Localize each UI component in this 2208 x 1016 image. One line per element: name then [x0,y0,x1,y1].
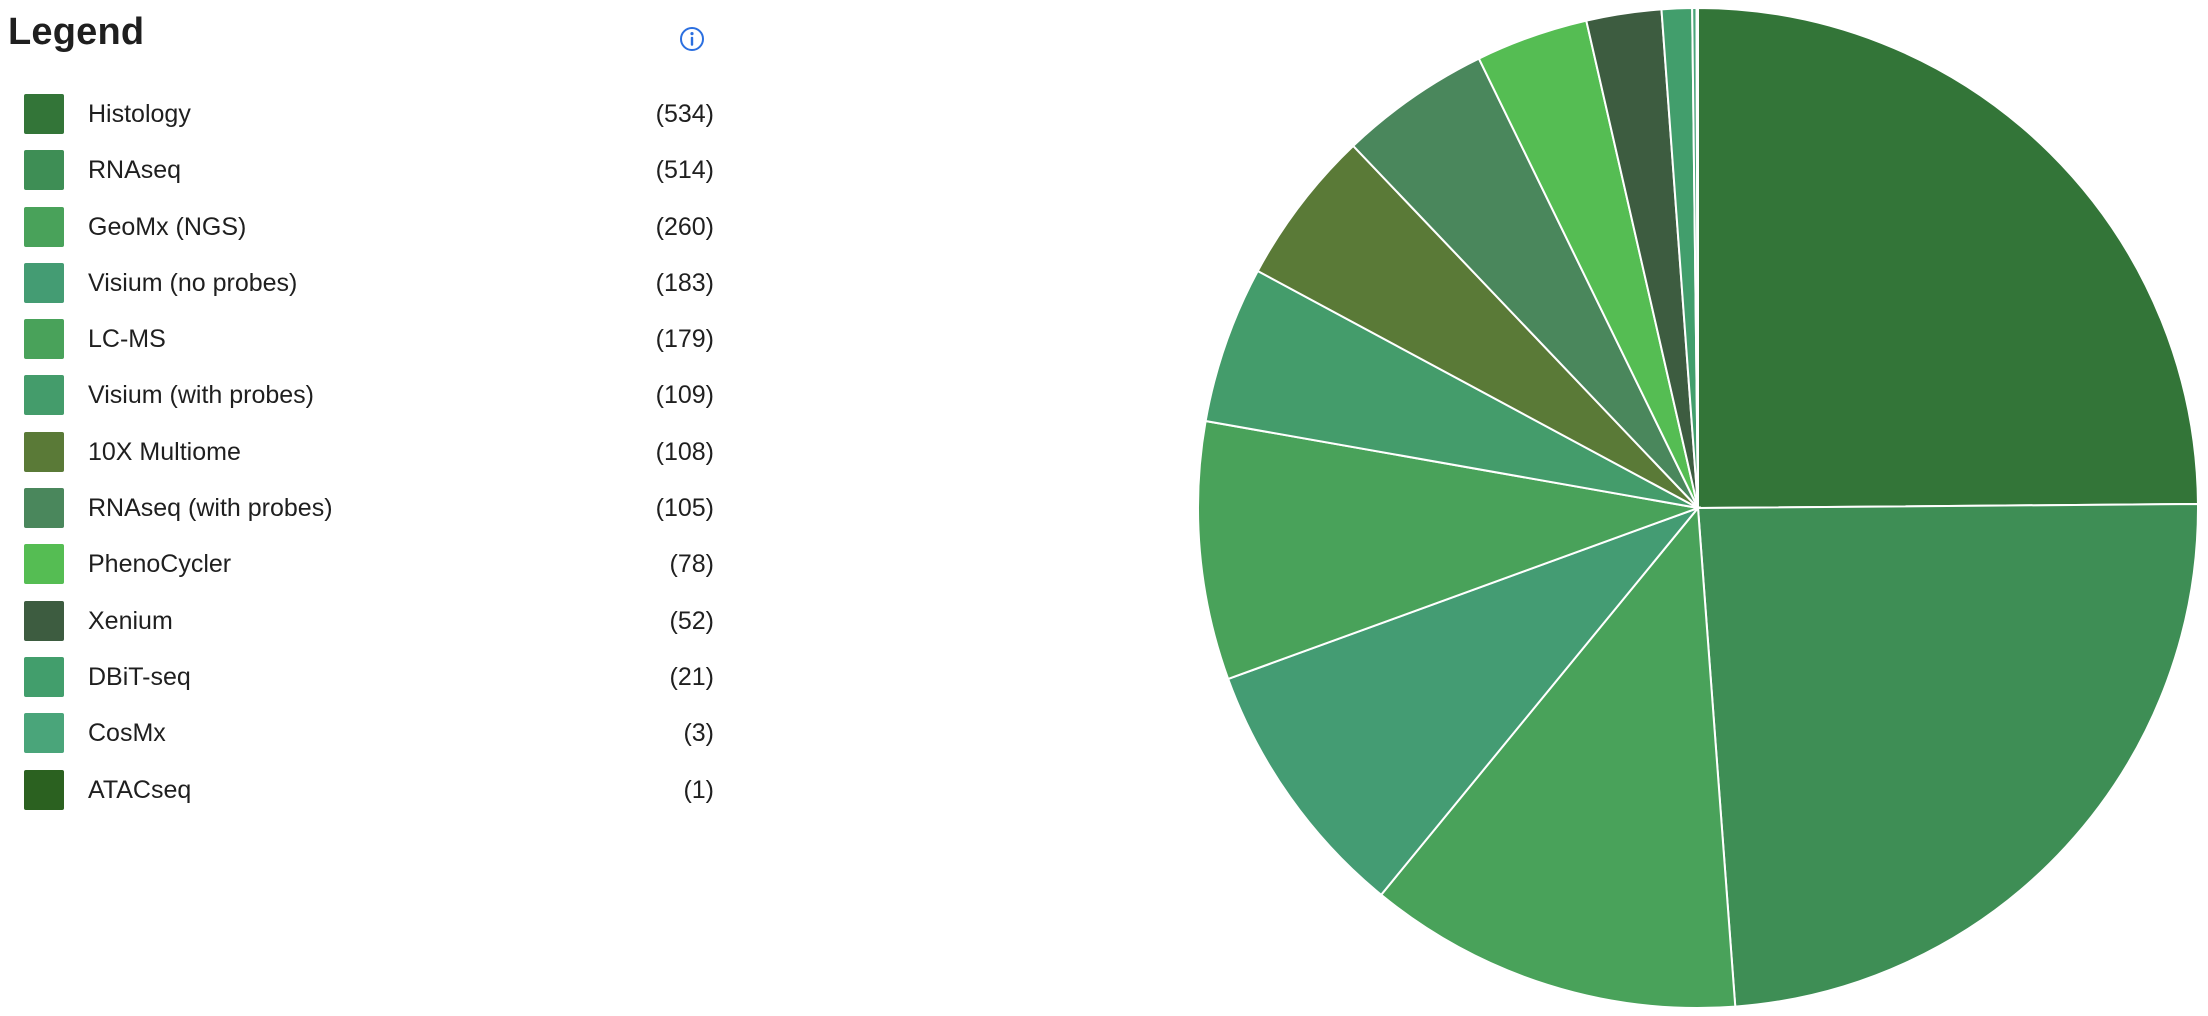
legend-swatch [24,769,64,810]
legend-list: Histology (534) RNAseq (514) GeoMx (NGS) (260… [24,94,714,826]
pie-slice-geomx-ngs[interactable] [1379,505,1737,1010]
legend-item-label: Histology [88,100,191,128]
legend-item-count: (3) [683,719,714,748]
legend-item[interactable]: DBiT-seq (21) [24,656,714,713]
legend-item-count: (514) [655,156,714,185]
pie-slice-visium-with-probes[interactable] [1204,269,1699,509]
legend-item[interactable]: Visium (no probes) (183) [24,262,714,319]
legend-item-count: (78) [669,550,714,579]
legend-item-label: GeoMx (NGS) [88,212,247,241]
legend-swatch [24,150,64,191]
legend-item[interactable]: ATACseq (1) [24,769,714,826]
legend-swatch [24,656,64,697]
legend-swatch [24,319,64,360]
pie-slice-visium-no-probes[interactable] [1226,505,1702,897]
pie-chart-svg [1196,6,2199,1010]
legend-item-count: (105) [655,494,714,523]
info-icon[interactable] [678,25,706,53]
pie-slice-rnaseq-with-probes[interactable] [1351,57,1699,509]
legend-swatch [24,544,64,585]
pie-slice-rnaseq[interactable] [1696,502,2199,1008]
legend-item[interactable]: PhenoCycler (78) [24,544,714,600]
legend-swatch [24,206,64,247]
legend-item-label: 10X Multiome [88,437,241,466]
legend-item-label: RNAseq [88,156,182,185]
pie-slice-histology[interactable] [1697,6,2199,510]
legend-panel: Legend Histology (534) RNAseq (514) GeoMx (N… [8,0,714,810]
legend-item-label: ATACseq [88,775,192,804]
legend-item-label: LC-MS [88,325,166,354]
pie-slice-10x-multiome[interactable] [1256,144,1699,509]
legend-item-count: (21) [669,662,714,691]
legend-swatch [24,375,64,416]
legend-item-label: Visium (no probes) [88,268,298,297]
legend-item[interactable]: 10X Multiome (108) [24,431,714,488]
pie-chart [1190,0,2208,1016]
legend-item[interactable]: LC-MS (179) [24,319,714,375]
legend-swatch [24,431,64,472]
legend-item-count: (534) [655,100,714,128]
legend-item-count: (179) [655,325,714,354]
legend-swatch [24,488,64,529]
legend-item-label: Xenium [88,606,173,635]
legend-item[interactable]: CosMx (3) [24,713,714,769]
legend-swatch [24,262,64,303]
pie-slice-atacseq[interactable] [1695,6,1699,509]
legend-item-count: (260) [655,212,714,241]
legend-item[interactable]: Histology (534) [24,94,714,150]
legend-item-count: (1) [683,775,714,804]
legend-item-label: DBiT-seq [88,662,191,691]
legend-swatch [24,713,64,754]
legend-item-label: PhenoCycler [88,550,232,579]
legend-item-count: (108) [655,437,714,466]
legend-item[interactable]: RNAseq (with probes) (105) [24,488,714,544]
legend-swatch [24,600,64,641]
legend-swatch [24,94,64,134]
legend-item-label: Visium (with probes) [88,381,315,410]
legend-item-label: RNAseq (with probes) [88,494,333,523]
legend-item[interactable]: GeoMx (NGS) (260) [24,206,714,263]
legend-item[interactable]: Visium (with probes) (109) [24,375,714,431]
legend-item-count: (183) [655,268,714,297]
legend-title: Legend [8,11,145,53]
legend-item[interactable]: Xenium (52) [24,600,714,657]
legend-item-label: CosMx [88,719,166,748]
legend-header: Legend [8,0,710,72]
legend-item-count: (109) [655,381,714,410]
pie-slice-lc-ms[interactable] [1196,419,1702,681]
legend-item-count: (52) [669,606,714,635]
legend-item[interactable]: RNAseq (514) [24,150,714,206]
